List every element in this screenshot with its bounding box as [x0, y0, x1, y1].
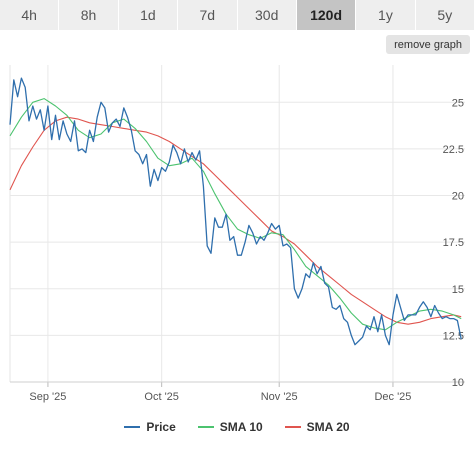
price-chart: Sep '25 Oct '25 Nov '25 Dec '25 10 12.5 15 17.… [9, 65, 465, 403]
y-tick-label: 12.5 [443, 330, 464, 342]
chart-series [9, 77, 462, 346]
tab-1y[interactable]: 1y [356, 0, 416, 30]
x-tick-label: Sep '25 [29, 391, 66, 403]
y-tick-label: 17.5 [443, 237, 464, 249]
legend-item-sma-10[interactable]: SMA 10 [197, 420, 263, 434]
x-tick-label: Dec '25 [374, 391, 411, 403]
tab-30d[interactable]: 30d [238, 0, 297, 30]
series-line-price [9, 77, 462, 346]
legend-swatch-sma-20 [284, 426, 301, 428]
x-axis: Sep '25 Oct '25 Nov '25 Dec '25 [10, 381, 465, 403]
y-tick-label: 10 [452, 377, 464, 389]
legend-label-price: Price [146, 420, 176, 434]
legend-item-price[interactable]: Price [124, 420, 176, 434]
legend-label-sma-10: SMA 10 [219, 420, 263, 434]
legend-label-sma-20: SMA 20 [306, 420, 350, 434]
x-tick-label: Oct '25 [144, 391, 179, 403]
tab-4h[interactable]: 4h [0, 0, 60, 30]
y-tick-label: 25 [452, 97, 464, 109]
legend-swatch-price [124, 426, 141, 428]
series-line-sma-10 [9, 98, 462, 331]
timeframe-tabs: 4h 8h 1d 7d 30d 120d 1y 5y [0, 0, 474, 30]
tab-5y[interactable]: 5y [437, 7, 453, 23]
y-axis: 10 12.5 15 17.5 20 22.5 25 [443, 97, 464, 389]
chart-grid [9, 65, 465, 383]
legend-item-sma-20[interactable]: SMA 20 [284, 420, 350, 434]
series-line-sma-20 [9, 116, 462, 325]
tab-7d[interactable]: 7d [178, 0, 238, 30]
tab-1d[interactable]: 1d [119, 0, 179, 30]
remove-graph-button[interactable]: remove graph [386, 35, 470, 54]
legend-swatch-sma-10 [197, 426, 214, 428]
y-tick-label: 15 [452, 284, 464, 296]
tab-8h[interactable]: 8h [59, 0, 119, 30]
chart-legend: Price SMA 10 SMA 20 [0, 420, 474, 434]
y-tick-label: 20 [452, 191, 464, 203]
y-tick-label: 22.5 [443, 144, 464, 156]
tab-120d[interactable]: 120d [296, 0, 357, 30]
x-tick-label: Nov '25 [261, 391, 298, 403]
